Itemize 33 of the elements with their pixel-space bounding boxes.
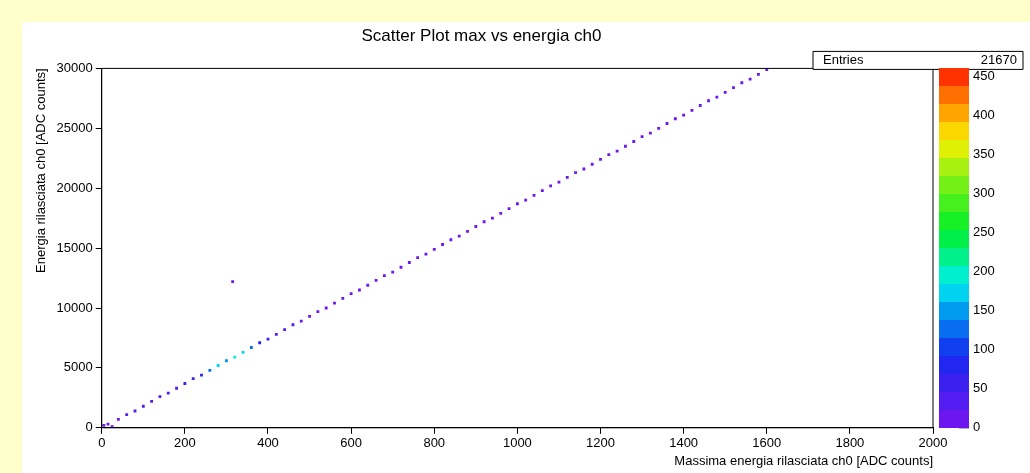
- color-bar-label: 50: [973, 380, 988, 396]
- x-tick-label: 1000: [502, 435, 532, 451]
- y-tick-label: 15000: [56, 239, 93, 255]
- text: 21670: [980, 51, 1017, 67]
- x-tick-label: 1400: [669, 435, 699, 451]
- color-bar-label: 400: [973, 106, 995, 122]
- color-bar-label: 200: [973, 263, 995, 279]
- color-bar-label: 450: [973, 67, 995, 83]
- x-tick-label: 1200: [586, 435, 615, 451]
- color-bar-label: 300: [973, 184, 995, 200]
- color-bar-label: 250: [973, 224, 995, 240]
- x-tick-label: 2000: [918, 435, 948, 451]
- x-tick-label: 0: [98, 435, 106, 451]
- text: Entries: [823, 51, 864, 67]
- y-tick-label: 10000: [56, 299, 93, 315]
- y-tick-label: 20000: [56, 179, 93, 195]
- chart-title: Scatter Plot max vs energia ch0: [361, 25, 602, 45]
- x-tick-label: 400: [257, 435, 279, 451]
- color-bar-label: 100: [973, 341, 995, 357]
- x-tick-label: 600: [340, 435, 362, 451]
- x-tick-label: 1800: [835, 435, 865, 451]
- x-axis-title: Massima energia rilasciata ch0 [ADC counts]: [674, 452, 933, 468]
- color-bar-label: 150: [973, 302, 995, 318]
- color-bar-label: 0: [973, 419, 981, 435]
- y-tick-label: 30000: [56, 59, 93, 75]
- y-tick-label: 0: [85, 419, 93, 435]
- y-tick-label: 5000: [63, 359, 93, 375]
- x-tick-label: 200: [174, 435, 196, 451]
- x-tick-label: 800: [423, 435, 446, 451]
- x-tick-label: 1600: [752, 435, 782, 451]
- y-tick-label: 25000: [56, 119, 93, 135]
- color-bar-label: 350: [973, 145, 995, 161]
- y-axis-title: Energia rilasciata ch0 [ADC counts]: [33, 68, 49, 273]
